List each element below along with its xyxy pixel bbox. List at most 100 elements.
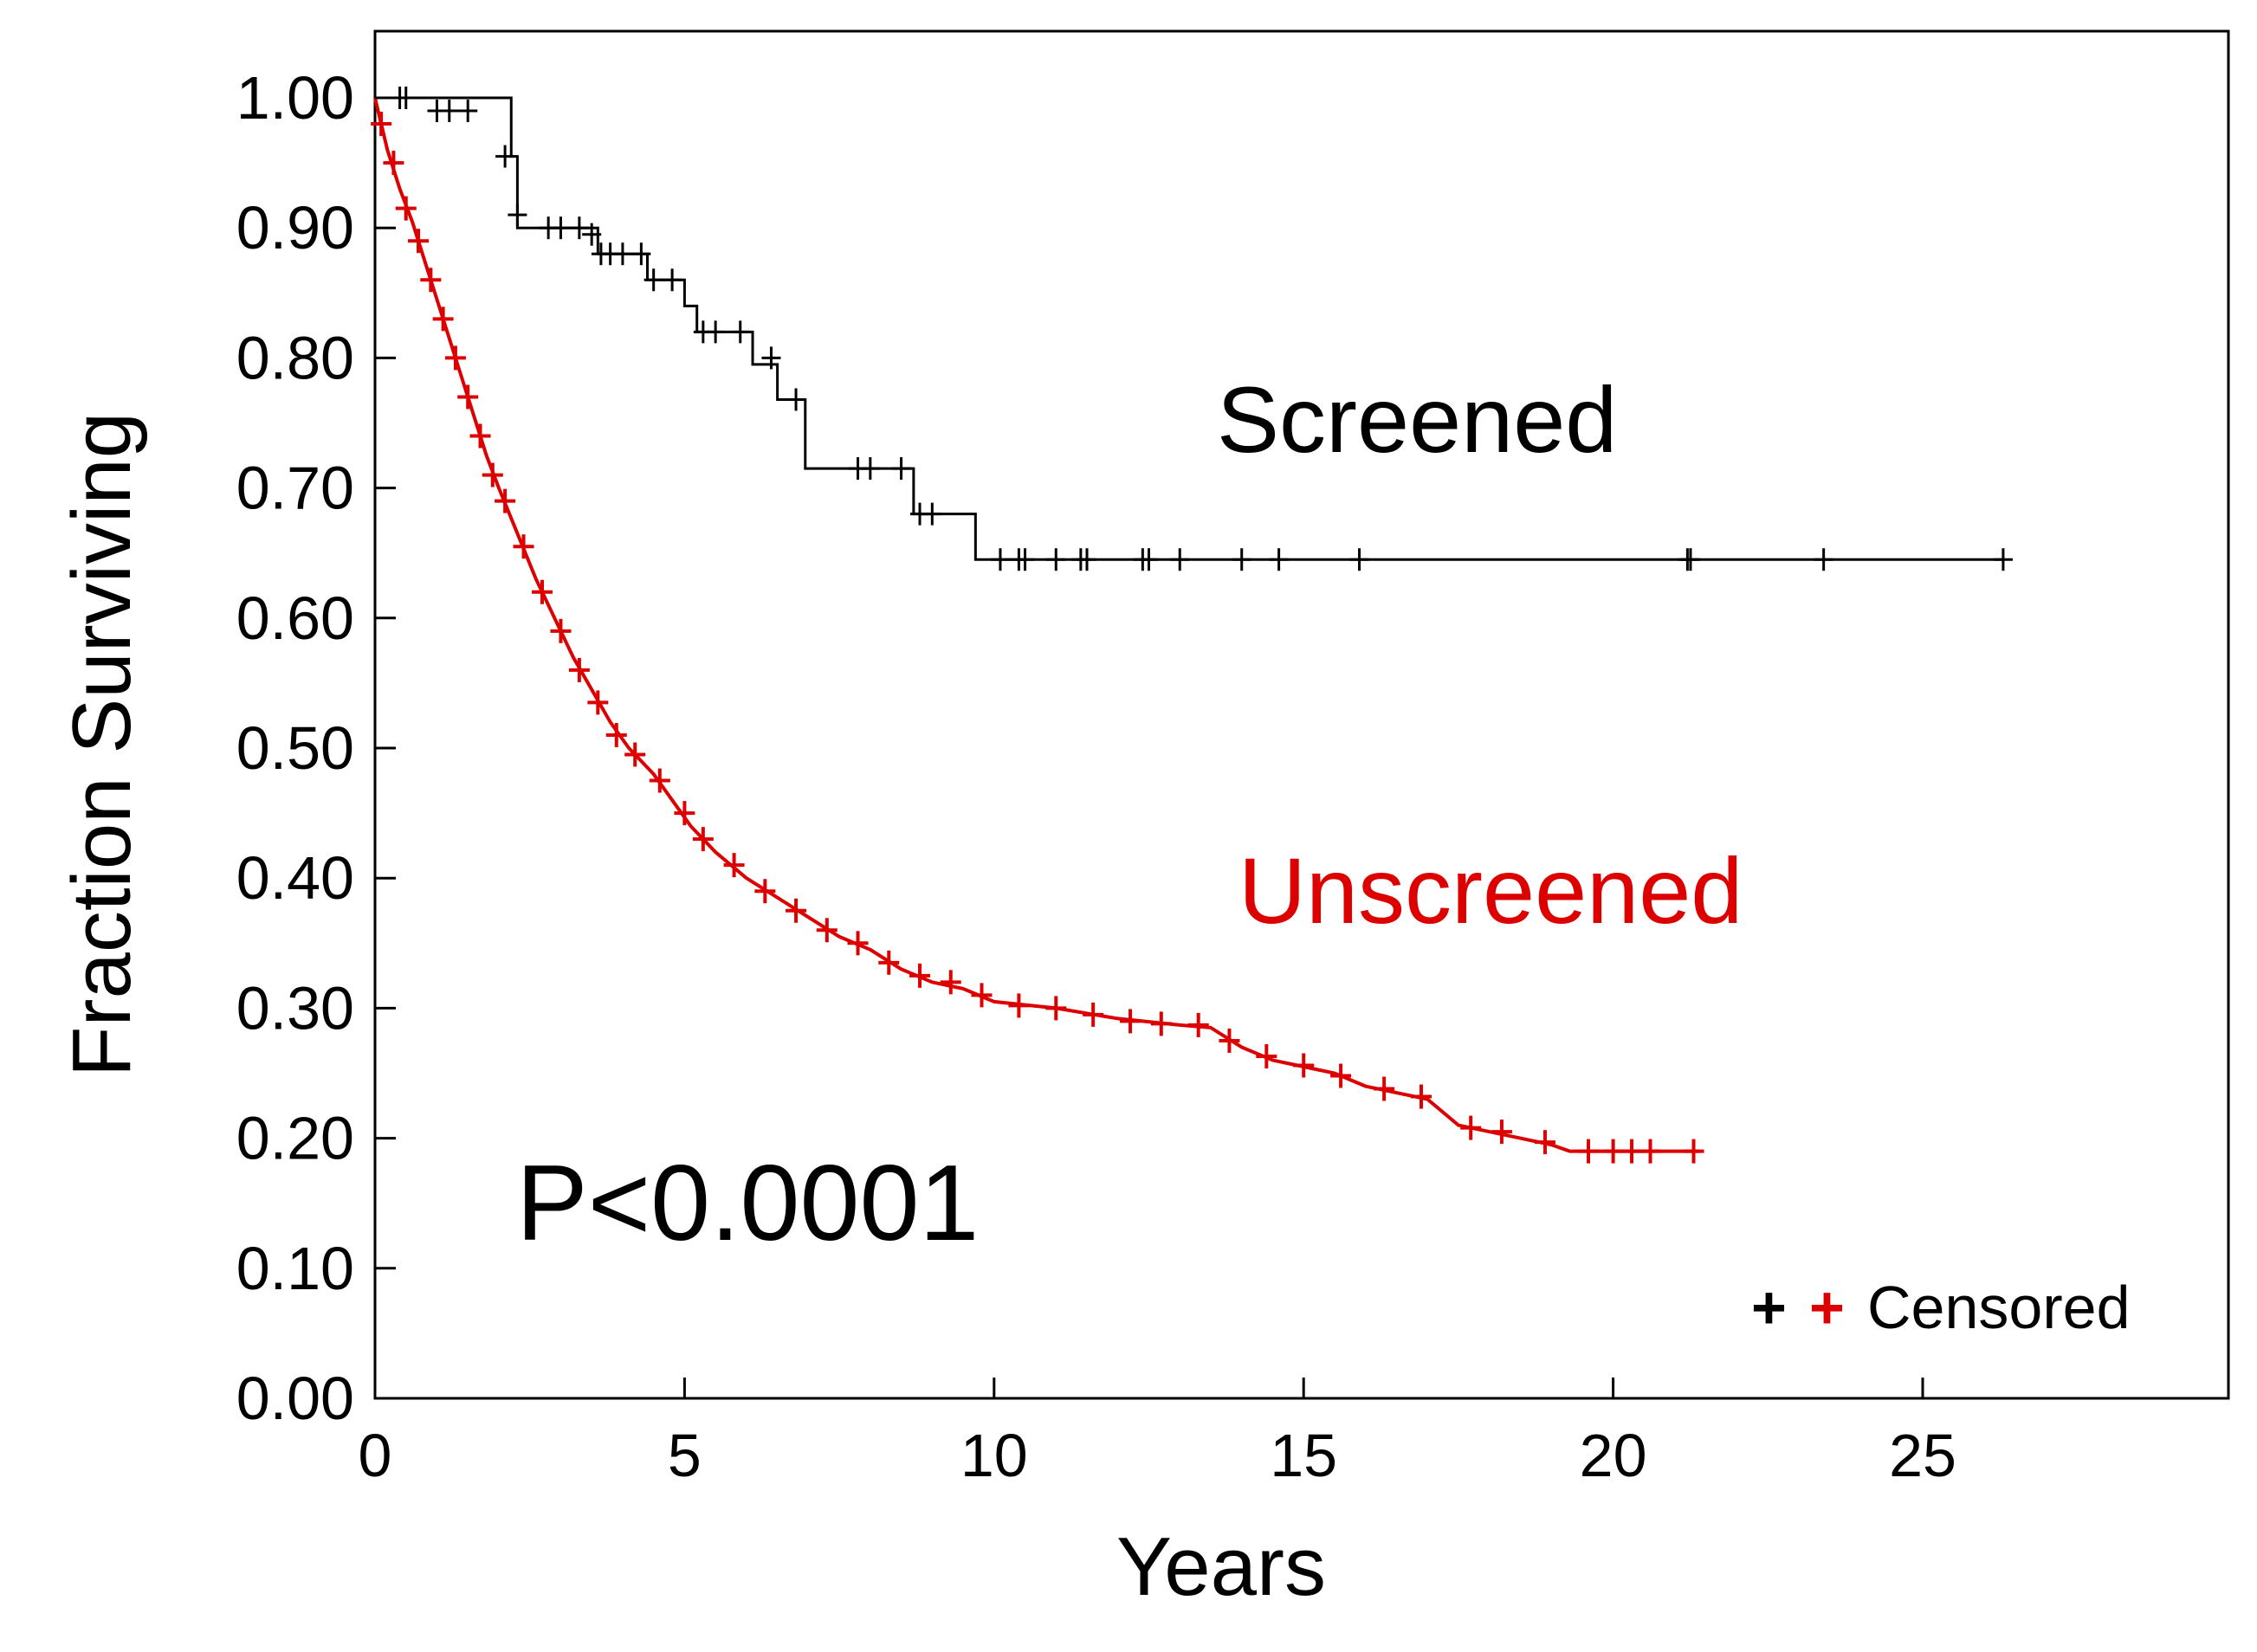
- unscreened-censor-mark: [469, 423, 491, 448]
- y-tick-label: 0.50: [236, 714, 354, 782]
- unscreened-censor-mark: [395, 196, 417, 221]
- x-tick-label: 20: [1580, 1422, 1647, 1489]
- screened-censor-mark: [1170, 548, 1190, 571]
- legend-black-plus-icon: +: [1751, 1274, 1787, 1341]
- screened-censor-mark: [1046, 548, 1066, 571]
- screened-censor-mark: [612, 242, 632, 266]
- screened-censor-mark: [643, 268, 663, 292]
- unscreened-censor-mark: [624, 742, 646, 767]
- screened-censor-mark: [891, 457, 911, 481]
- legend-censored-label: Censored: [1867, 1274, 2131, 1341]
- unscreened-survival-line: [373, 97, 1700, 1153]
- screened-censor-mark: [439, 100, 459, 123]
- unscreened-censor-mark: [971, 983, 993, 1008]
- screened-censor-mark: [1139, 548, 1159, 571]
- unscreened-censor-mark: [847, 931, 869, 956]
- unscreened-censor-mark: [1120, 1009, 1141, 1034]
- x-axis-label: Years: [1116, 1520, 1326, 1613]
- unscreened-censor-mark: [1534, 1130, 1555, 1155]
- unscreened-censor-mark: [1374, 1076, 1395, 1101]
- screened-censor-mark: [990, 548, 1010, 571]
- y-tick-label: 0.40: [236, 844, 354, 912]
- screened-censor-mark: [761, 346, 781, 370]
- y-tick-label: 0.20: [236, 1105, 354, 1172]
- unscreened-censor-mark: [432, 307, 454, 332]
- screened-series-label: Screened: [1217, 367, 1617, 472]
- unscreened-censor-mark: [420, 268, 442, 293]
- unscreened-censor-mark: [909, 963, 931, 988]
- unscreened-censor-mark: [1621, 1139, 1643, 1164]
- unscreened-censor-mark: [531, 579, 553, 604]
- screened-censor-mark: [1232, 548, 1251, 571]
- unscreened-censor-mark: [1330, 1063, 1352, 1088]
- screened-censor-mark: [1814, 548, 1833, 571]
- screened-censor-mark: [663, 268, 682, 292]
- screened-censor-mark: [582, 223, 602, 246]
- unscreened-censor-mark: [1578, 1139, 1600, 1164]
- unscreened-censor-mark: [1411, 1084, 1432, 1109]
- unscreened-censor-mark: [1083, 1002, 1104, 1027]
- unscreened-censor-mark: [816, 918, 837, 943]
- unscreened-censor-mark: [482, 462, 503, 487]
- censored-legend: + + Censored: [1751, 1274, 2131, 1341]
- unscreened-censor-mark: [649, 768, 670, 793]
- unscreened-censor-mark: [754, 879, 776, 904]
- screened-censor-mark: [1077, 548, 1097, 571]
- y-axis-ticks: 0.00 0.10 0.20 0.30 0.40 0.50 0.60 0.70 0.80 0.90…: [236, 64, 396, 1432]
- unscreened-censor-mark: [457, 384, 479, 410]
- screened-censor-mark: [508, 203, 527, 227]
- screened-censor-mark: [569, 216, 589, 240]
- p-value-annotation: P<0.0001: [516, 1144, 979, 1263]
- unscreened-censor-mark: [1639, 1139, 1661, 1164]
- y-axis-label: Fraction Surviving: [55, 412, 148, 1077]
- unscreened-censor-mark: [692, 827, 714, 852]
- y-tick-label: 0.80: [236, 324, 354, 391]
- y-tick-label: 0.60: [236, 584, 354, 652]
- screened-censor-mark: [551, 216, 571, 240]
- plot-frame: [373, 29, 2230, 1400]
- unscreened-censor-mark: [1602, 1139, 1624, 1164]
- unscreened-censor-mark: [1150, 1011, 1172, 1036]
- unscreened-censor-mark: [495, 488, 516, 513]
- y-tick-label: 0.10: [236, 1235, 354, 1302]
- x-tick-label: 10: [960, 1422, 1028, 1489]
- screened-censor-mark: [458, 100, 478, 123]
- unscreened-censor-mark: [1008, 993, 1030, 1018]
- screened-censor-mark: [1015, 548, 1035, 571]
- unscreened-censor-mark: [786, 898, 807, 923]
- unscreened-censor-mark: [371, 112, 392, 137]
- y-tick-label: 0.70: [236, 455, 354, 522]
- unscreened-censor-mark: [587, 690, 609, 715]
- screened-censor-mark: [860, 457, 880, 481]
- unscreened-censor-mark: [940, 970, 961, 995]
- unscreened-censor-mark: [1187, 1012, 1209, 1037]
- unscreened-censor-mark: [1256, 1043, 1277, 1068]
- screened-censor-mark: [922, 502, 942, 526]
- x-tick-label: 0: [359, 1422, 392, 1489]
- unscreened-censor-mark: [1045, 996, 1067, 1021]
- screened-censor-mark: [730, 320, 750, 344]
- screened-censor-mark: [786, 388, 806, 411]
- legend-red-plus-icon: +: [1809, 1274, 1845, 1341]
- unscreened-censor-mark: [550, 618, 572, 643]
- unscreened-censor-mark: [513, 534, 534, 559]
- unscreened-censor-mark: [383, 151, 404, 176]
- unscreened-series-label: Unscreened: [1238, 838, 1743, 943]
- y-tick-label: 0.00: [236, 1365, 354, 1432]
- screened-censor-mark: [1680, 548, 1700, 571]
- unscreened-censor-mark: [1219, 1028, 1240, 1053]
- x-tick-label: 25: [1889, 1422, 1956, 1489]
- unscreened-censor-mark: [878, 950, 900, 975]
- unscreened-censor-mark: [1293, 1053, 1315, 1078]
- screened-censor-mark: [495, 145, 515, 168]
- unscreened-censor-mark: [408, 229, 430, 254]
- unscreened-censor-mark: [723, 853, 745, 878]
- y-tick-label: 1.00: [236, 64, 354, 132]
- unscreened-censor-mark: [605, 722, 627, 747]
- screened-censor-mark: [1269, 548, 1289, 571]
- unscreened-censor-mark: [444, 345, 466, 371]
- x-tick-label: 5: [668, 1422, 702, 1489]
- y-tick-label: 0.30: [236, 974, 354, 1042]
- x-axis-ticks: 0 5 10 15 20 25: [359, 1378, 1956, 1489]
